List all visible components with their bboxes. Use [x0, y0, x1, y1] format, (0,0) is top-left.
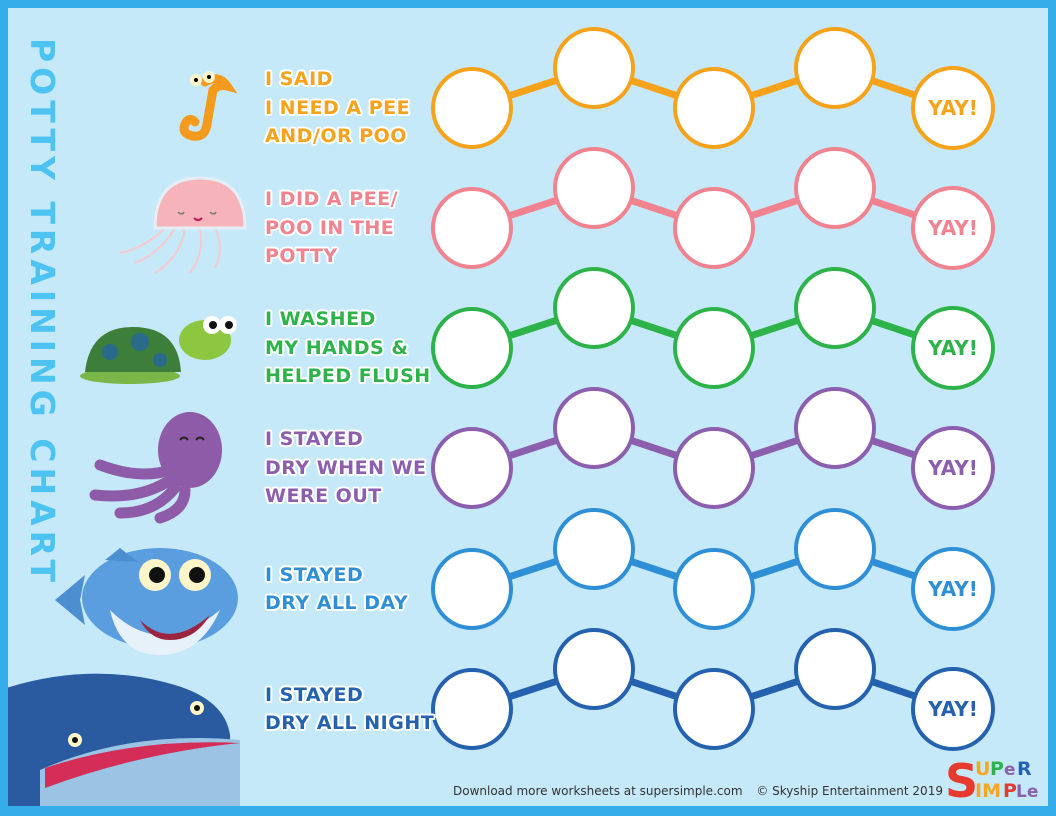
sticker-circle[interactable]	[553, 628, 635, 710]
yay-label: YAY!	[927, 216, 978, 240]
sticker-circle[interactable]	[431, 187, 513, 269]
sticker-circle[interactable]	[673, 548, 755, 630]
download-link-text[interactable]: Download more worksheets at supersimple.…	[453, 784, 743, 798]
sticker-circle[interactable]	[431, 427, 513, 509]
sticker-circle[interactable]	[794, 27, 876, 109]
tracker-row: YAY!	[431, 147, 995, 270]
tracker-row: YAY!	[431, 508, 995, 631]
sticker-circle[interactable]	[673, 668, 755, 750]
task-label-line: AND/OR POO	[265, 125, 407, 148]
task-label-line: I NEED A PEE	[265, 96, 411, 119]
sticker-circle[interactable]	[431, 67, 513, 149]
svg-text:Le: Le	[1016, 782, 1038, 802]
sticker-circle[interactable]	[553, 267, 635, 349]
seahorse-icon	[179, 71, 238, 141]
task-label-line: I SAID	[265, 68, 333, 91]
progress-circles: YAY! YAY! YAY! YAY! YAY! YAY!	[431, 27, 995, 751]
task-label-line: I STAYED	[265, 428, 364, 451]
sticker-circle[interactable]	[553, 27, 635, 109]
whale-icon	[8, 673, 240, 806]
sticker-circle[interactable]	[794, 628, 876, 710]
task-label: I STAYED DRY ALL NIGHT	[265, 681, 434, 738]
yay-label: YAY!	[927, 577, 978, 601]
sticker-circle[interactable]	[431, 548, 513, 630]
yay-label: YAY!	[927, 336, 978, 360]
sticker-circle[interactable]	[673, 67, 755, 149]
task-label-line: WERE OUT	[265, 485, 382, 508]
task-label-line: MY HANDS &	[265, 336, 409, 359]
yay-label: YAY!	[927, 456, 978, 480]
sticker-circle[interactable]	[794, 508, 876, 590]
task-label-line: DRY ALL NIGHT	[265, 712, 435, 734]
tracker-row: YAY!	[431, 27, 995, 150]
svg-text:P: P	[1003, 780, 1017, 802]
goal-circle[interactable]	[911, 186, 995, 270]
task-label-line: I WASHED	[265, 308, 376, 331]
task-label: I STAYED DRY WHEN WE WERE OUT	[265, 425, 427, 511]
sticker-circle[interactable]	[553, 508, 635, 590]
goal-circle[interactable]	[911, 667, 995, 751]
sticker-circle[interactable]	[673, 427, 755, 509]
task-label-line: POO IN THE	[265, 216, 395, 239]
yay-label: YAY!	[927, 697, 978, 721]
tracker-row: YAY!	[431, 628, 995, 751]
task-label-line: DRY ALL DAY	[265, 592, 409, 614]
turtle-icon	[80, 316, 237, 384]
svg-text:S: S	[945, 754, 978, 803]
task-label: I WASHED MY HANDS & HELPED FLUSH	[265, 305, 431, 391]
animal-illustrations	[8, 71, 247, 806]
super-simple-logo: S U P e R IM P Le	[945, 754, 1038, 803]
task-label: I SAID I NEED A PEE AND/OR POO	[265, 65, 410, 151]
sticker-circle[interactable]	[794, 267, 876, 349]
svg-text:IM: IM	[975, 780, 1001, 802]
sticker-circle[interactable]	[553, 147, 635, 229]
sticker-circle[interactable]	[431, 307, 513, 389]
task-label: I DID A PEE/POO IN THE POTTY	[265, 185, 398, 271]
worksheet: POTTY TRAINING CHART	[8, 8, 1048, 806]
sticker-circle[interactable]	[431, 668, 513, 750]
copyright-text: © Skyship Entertainment 2019	[756, 784, 943, 798]
sticker-circle[interactable]	[673, 307, 755, 389]
goal-circle[interactable]	[911, 306, 995, 390]
task-label-line: I STAYED	[265, 563, 364, 586]
jellyfish-icon	[119, 176, 247, 274]
tracker-row: YAY!	[431, 387, 995, 510]
goal-circle[interactable]	[911, 66, 995, 150]
footer: Download more worksheets at supersimple.…	[453, 784, 953, 798]
task-label: I STAYED DRY ALL DAY	[265, 561, 408, 618]
svg-text:U: U	[975, 758, 990, 780]
task-label-line: I DID A PEE/	[265, 188, 399, 211]
task-label-line: POTTY	[265, 245, 338, 268]
sticker-circle[interactable]	[553, 387, 635, 469]
shark-icon	[55, 548, 238, 655]
task-label-line: DRY WHEN WE	[265, 456, 427, 479]
sticker-circle[interactable]	[673, 187, 755, 269]
yay-label: YAY!	[927, 96, 978, 120]
octopus-icon	[89, 412, 222, 524]
sticker-circle[interactable]	[794, 387, 876, 469]
tracker-row: YAY!	[431, 267, 995, 390]
svg-text:R: R	[1017, 758, 1032, 780]
task-label-line: I STAYED	[265, 683, 364, 706]
sticker-circle[interactable]	[794, 147, 876, 229]
goal-circle[interactable]	[911, 547, 995, 631]
task-label-line: HELPED FLUSH	[265, 365, 431, 388]
goal-circle[interactable]	[911, 426, 995, 510]
svg-text:e: e	[1004, 760, 1016, 780]
svg-text:P: P	[990, 758, 1004, 780]
